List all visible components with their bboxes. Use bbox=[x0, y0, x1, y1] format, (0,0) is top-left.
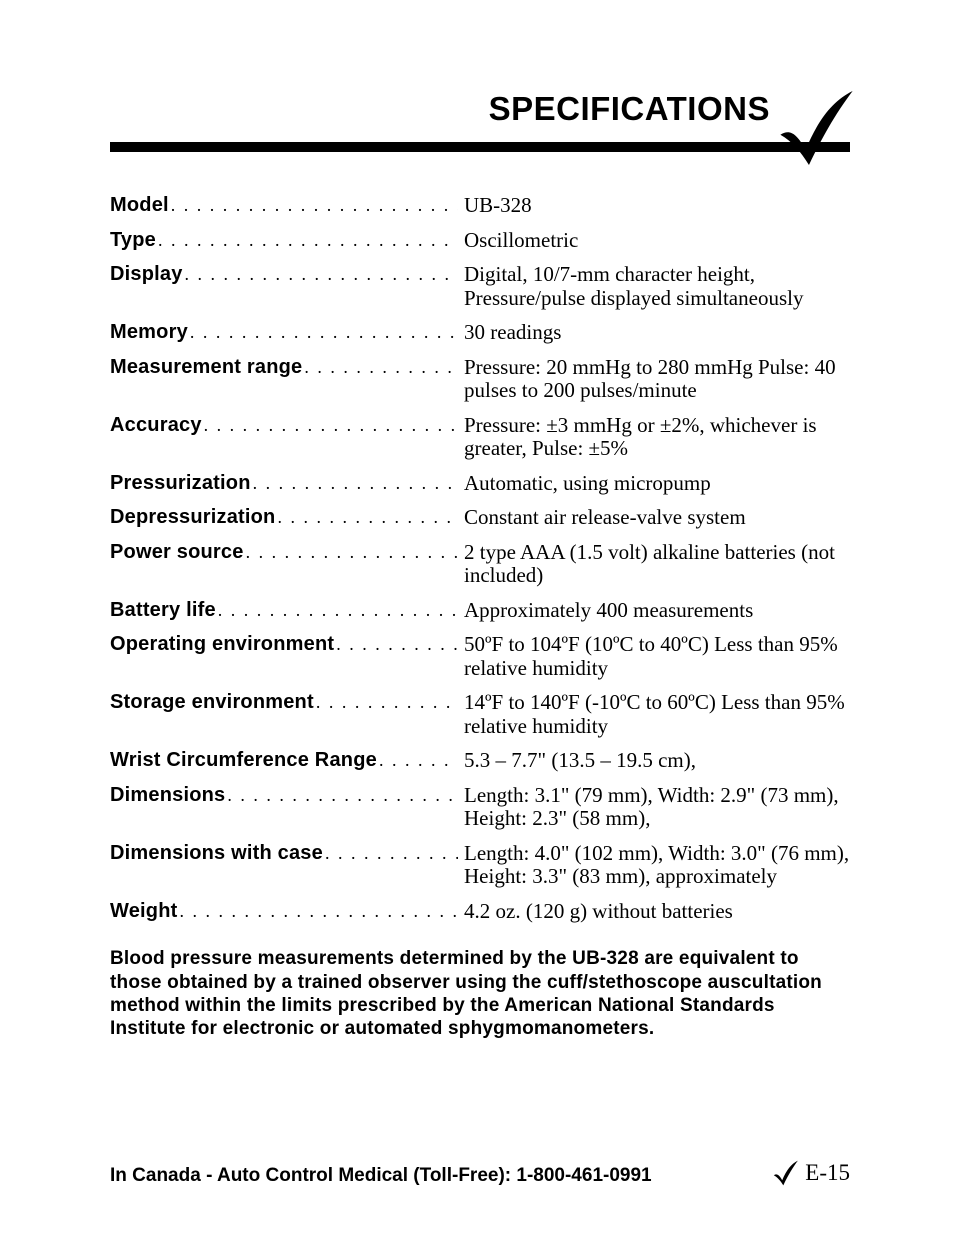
leader-dots bbox=[314, 692, 458, 712]
spec-value: Length: 4.0" (102 mm), Width: 3.0" (76 m… bbox=[458, 842, 850, 889]
spec-label-wrap: Measurement range bbox=[110, 356, 458, 378]
spec-label: Measurement range bbox=[110, 356, 302, 378]
spec-label: Type bbox=[110, 229, 156, 251]
checkmark-icon bbox=[771, 1159, 799, 1187]
header-rule bbox=[110, 142, 850, 152]
spec-value: Pressure: ±3 mmHg or ±2%, whichever is g… bbox=[458, 414, 850, 461]
footer-right: E-15 bbox=[771, 1159, 850, 1187]
spec-label: Battery life bbox=[110, 599, 216, 621]
header-rule-wrap bbox=[110, 142, 850, 152]
spec-row: Dimensions Length: 3.1" (79 mm), Width: 2… bbox=[110, 784, 850, 831]
spec-label: Display bbox=[110, 263, 183, 285]
spec-list: Model UB-328 Type Oscillometric Display Digit… bbox=[110, 194, 850, 923]
header-title: SPECIFICATIONS bbox=[110, 90, 850, 128]
disclaimer-text: Blood pressure measurements determined b… bbox=[110, 947, 850, 1040]
footer-contact: In Canada - Auto Control Medical (Toll-F… bbox=[110, 1165, 652, 1187]
leader-dots bbox=[156, 230, 458, 250]
spec-row: Display Digital, 10/7-mm character height… bbox=[110, 263, 850, 310]
leader-dots bbox=[334, 634, 458, 654]
spec-value: 5.3 – 7.7" (13.5 – 19.5 cm), bbox=[458, 749, 850, 773]
spec-value: 4.2 oz. (120 g) without batteries bbox=[458, 900, 850, 924]
leader-dots bbox=[169, 195, 458, 215]
spec-row: Pressurization Automatic, using micropump bbox=[110, 472, 850, 496]
spec-label-wrap: Dimensions bbox=[110, 784, 458, 806]
leader-dots bbox=[202, 415, 458, 435]
leader-dots bbox=[183, 264, 458, 284]
spec-label-wrap: Battery life bbox=[110, 599, 458, 621]
spec-row: Type Oscillometric bbox=[110, 229, 850, 253]
leader-dots bbox=[302, 357, 458, 377]
spec-value: 14ºF to 140ºF (-10ºC to 60ºC) Less than … bbox=[458, 691, 850, 738]
spec-row: Operating environment 50ºF to 104ºF (10ºC… bbox=[110, 633, 850, 680]
leader-dots bbox=[275, 507, 458, 527]
spec-row: Model UB-328 bbox=[110, 194, 850, 218]
spec-value: Length: 3.1" (79 mm), Width: 2.9" (73 mm… bbox=[458, 784, 850, 831]
leader-dots bbox=[323, 843, 458, 863]
spec-label: Accuracy bbox=[110, 414, 202, 436]
spec-label: Storage environment bbox=[110, 691, 314, 713]
spec-row: Power source 2 type AAA (1.5 volt) alkali… bbox=[110, 541, 850, 588]
leader-dots bbox=[188, 322, 458, 342]
spec-row: Memory 30 readings bbox=[110, 321, 850, 345]
spec-label-wrap: Storage environment bbox=[110, 691, 458, 713]
spec-label-wrap: Type bbox=[110, 229, 458, 251]
spec-label: Pressurization bbox=[110, 472, 251, 494]
spec-label-wrap: Depressurization bbox=[110, 506, 458, 528]
page-footer: In Canada - Auto Control Medical (Toll-F… bbox=[110, 1159, 850, 1187]
spec-label: Dimensions with case bbox=[110, 842, 323, 864]
spec-row: Battery life Approximately 400 measuremen… bbox=[110, 599, 850, 623]
spec-row: Weight 4.2 oz. (120 g) without batteries bbox=[110, 900, 850, 924]
leader-dots bbox=[216, 600, 458, 620]
spec-label: Operating environment bbox=[110, 633, 334, 655]
spec-value: Automatic, using micropump bbox=[458, 472, 850, 496]
spec-value: Pressure: 20 mmHg to 280 mmHg Pulse: 40 … bbox=[458, 356, 850, 403]
spec-label: Model bbox=[110, 194, 169, 216]
page-header: SPECIFICATIONS bbox=[110, 90, 850, 160]
spec-label: Dimensions bbox=[110, 784, 225, 806]
spec-label-wrap: Memory bbox=[110, 321, 458, 343]
spec-row: Wrist Circumference Range 5.3 – 7.7" (13.… bbox=[110, 749, 850, 773]
spec-label: Weight bbox=[110, 900, 178, 922]
spec-label-wrap: Dimensions with case bbox=[110, 842, 458, 864]
spec-label-wrap: Wrist Circumference Range bbox=[110, 749, 458, 771]
leader-dots bbox=[377, 750, 458, 770]
spec-label-wrap: Model bbox=[110, 194, 458, 216]
spec-value: 30 readings bbox=[458, 321, 850, 345]
spec-label: Power source bbox=[110, 541, 244, 563]
spec-value: Oscillometric bbox=[458, 229, 850, 253]
leader-dots bbox=[225, 785, 458, 805]
spec-label-wrap: Operating environment bbox=[110, 633, 458, 655]
spec-row: Depressurization Constant air release-val… bbox=[110, 506, 850, 530]
spec-label-wrap: Pressurization bbox=[110, 472, 458, 494]
spec-label: Wrist Circumference Range bbox=[110, 749, 377, 771]
spec-value: Constant air release-valve system bbox=[458, 506, 850, 530]
spec-value: 2 type AAA (1.5 volt) alkaline batteries… bbox=[458, 541, 850, 588]
spec-row: Dimensions with case Length: 4.0" (102 mm… bbox=[110, 842, 850, 889]
spec-label: Memory bbox=[110, 321, 188, 343]
spec-label-wrap: Accuracy bbox=[110, 414, 458, 436]
leader-dots bbox=[251, 473, 458, 493]
spec-value: Digital, 10/7-mm character height, Press… bbox=[458, 263, 850, 310]
spec-row: Storage environment 14ºF to 140ºF (-10ºC … bbox=[110, 691, 850, 738]
spec-label-wrap: Weight bbox=[110, 900, 458, 922]
leader-dots bbox=[244, 542, 458, 562]
spec-value: 50ºF to 104ºF (10ºC to 40ºC) Less than 9… bbox=[458, 633, 850, 680]
spec-row: Measurement range Pressure: 20 mmHg to 28… bbox=[110, 356, 850, 403]
checkmark-icon bbox=[772, 86, 856, 170]
spec-label-wrap: Power source bbox=[110, 541, 458, 563]
spec-label: Depressurization bbox=[110, 506, 275, 528]
spec-value: Approximately 400 measurements bbox=[458, 599, 850, 623]
leader-dots bbox=[178, 901, 459, 921]
spec-value: UB-328 bbox=[458, 194, 850, 218]
page-number: E-15 bbox=[805, 1160, 850, 1186]
spec-row: Accuracy Pressure: ±3 mmHg or ±2%, whiche… bbox=[110, 414, 850, 461]
spec-label-wrap: Display bbox=[110, 263, 458, 285]
